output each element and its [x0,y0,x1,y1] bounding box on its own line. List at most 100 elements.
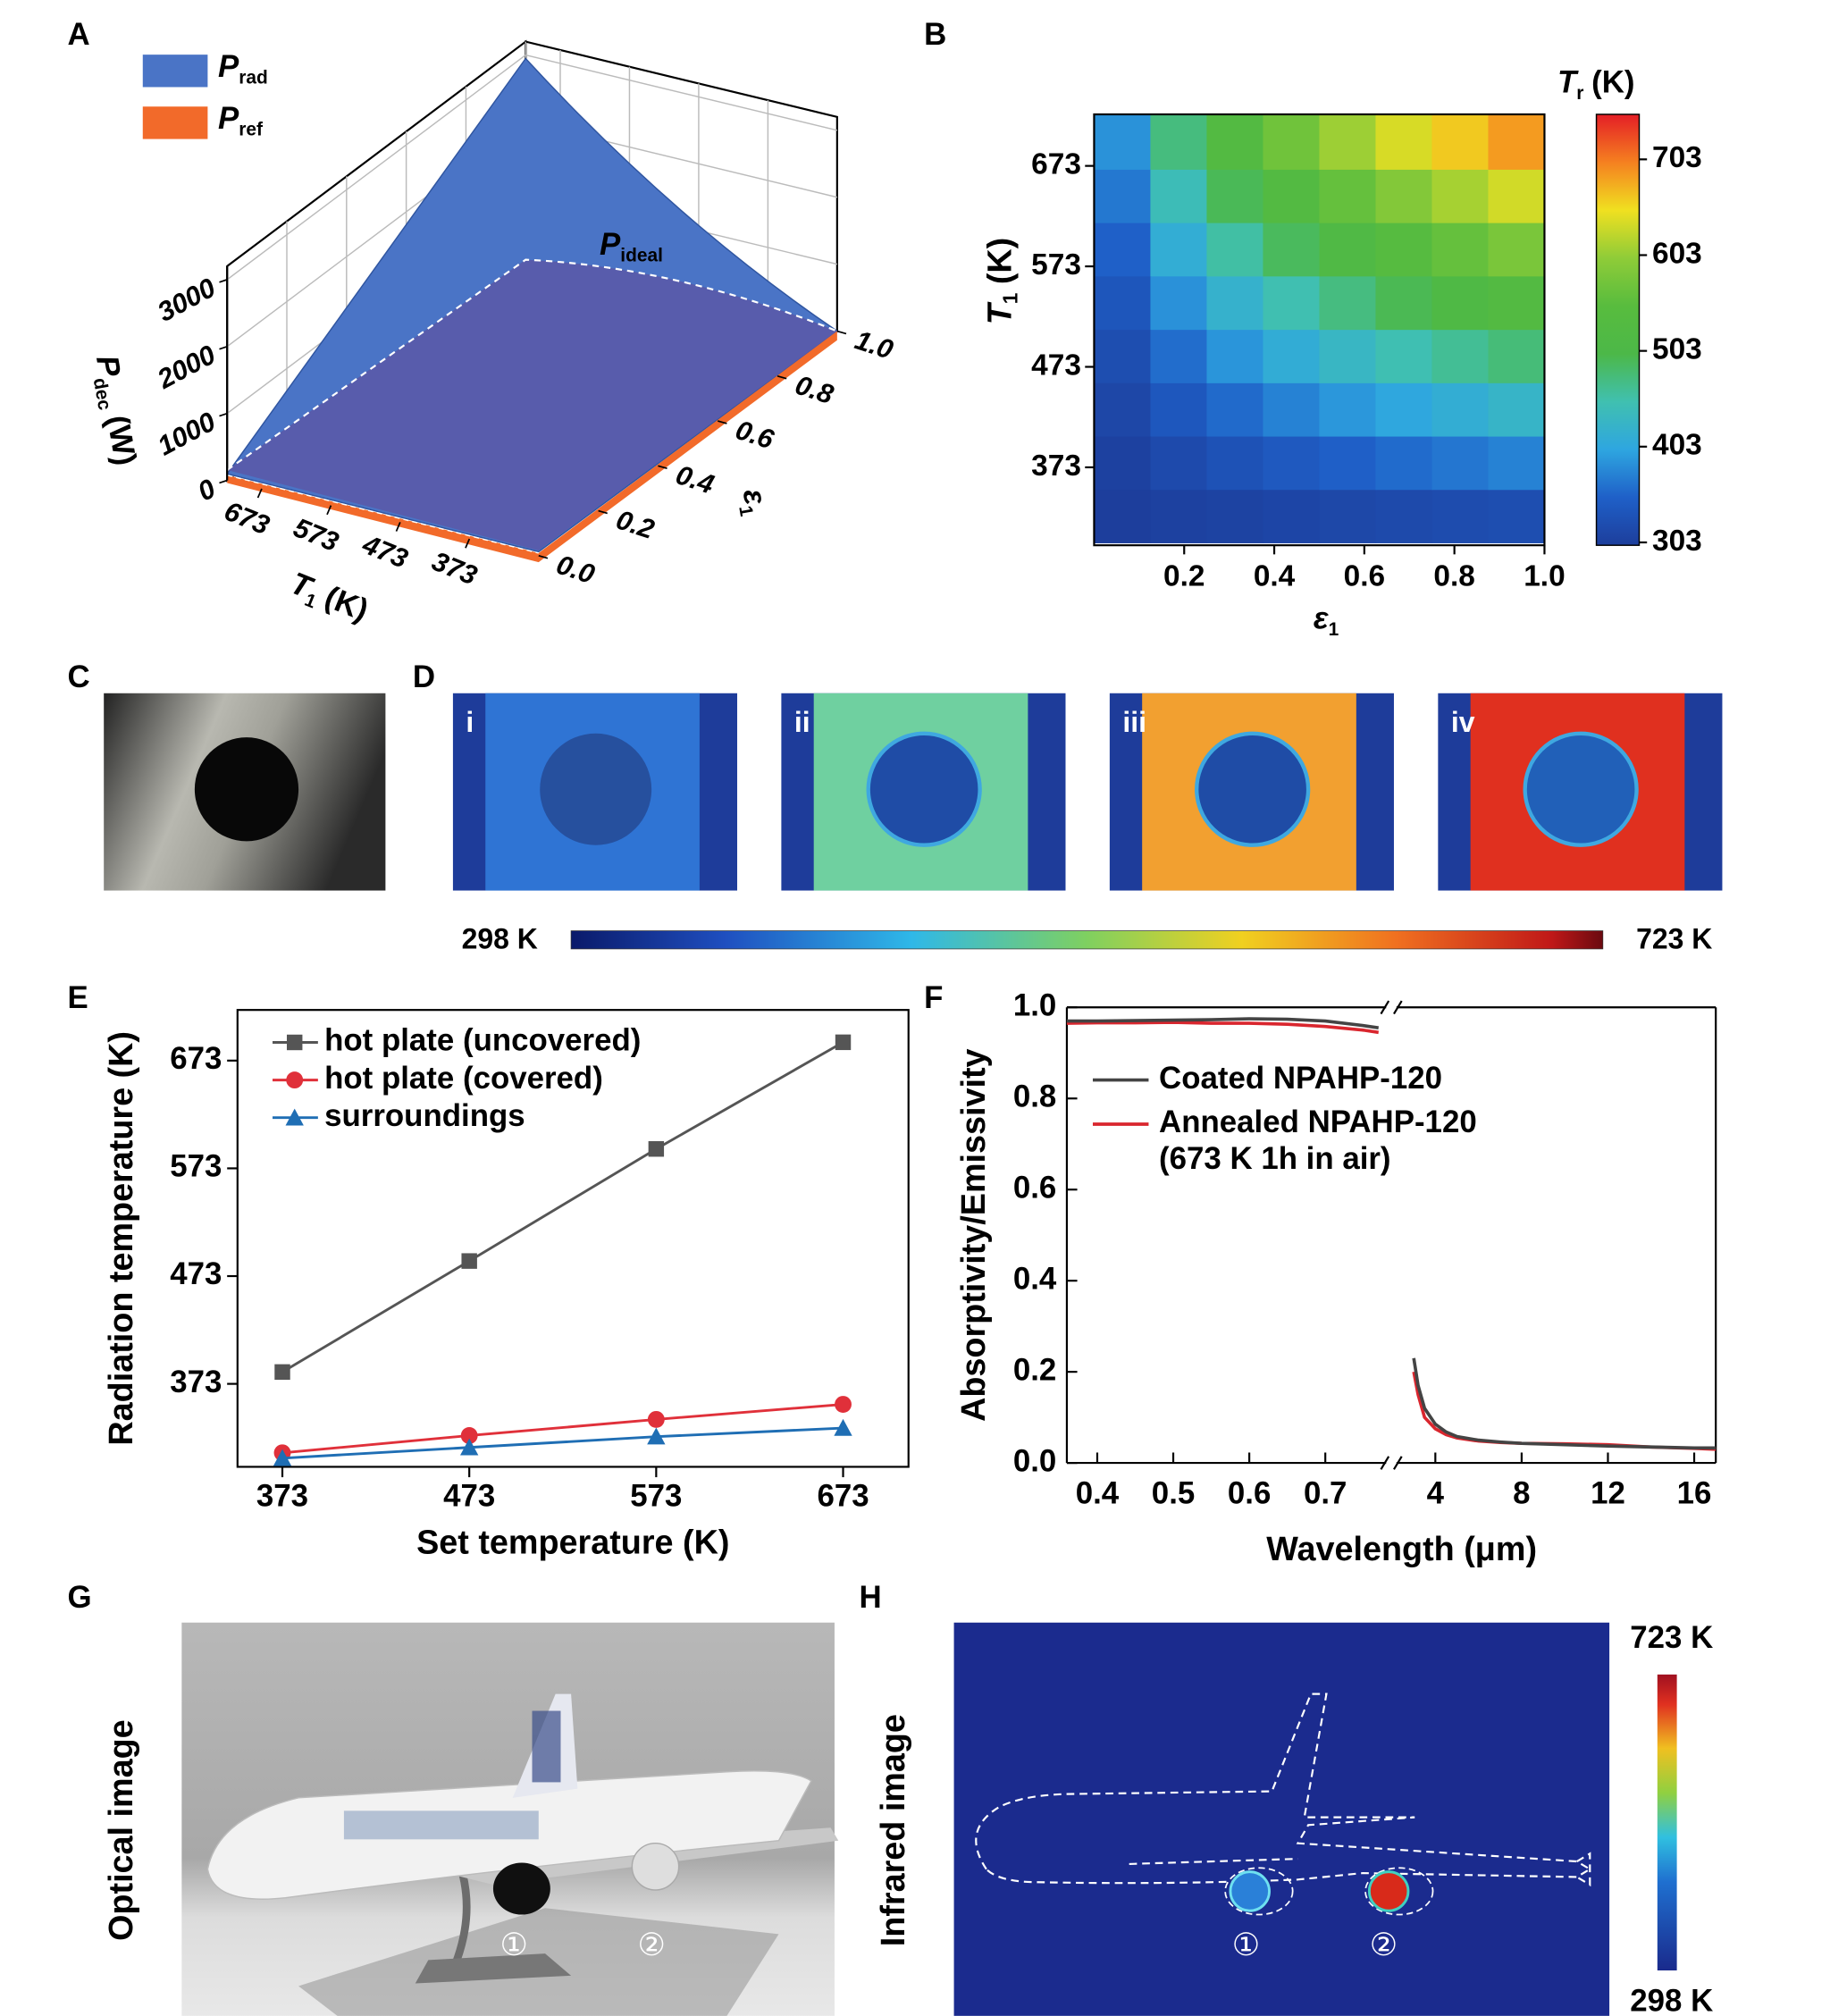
x-tick-label: 16 [1677,1476,1712,1511]
x-tick-label: 1.0 [1524,559,1565,592]
heatmap-cell [1263,382,1321,437]
heatmap-cell [1375,168,1433,223]
panel-label: A [68,17,90,52]
y-tick-label: 373 [170,1365,222,1399]
legend-label-main: P [218,101,239,136]
series-line [1066,1017,1380,1030]
sample-disk [1523,731,1639,847]
panel-labels: A B C D E F G H [68,17,947,1615]
x-axis-label: Set temperature (K) [416,1525,729,1562]
colorbar-tick-label: 503 [1652,332,1702,365]
y-tick-label: 0.4 [1013,1261,1057,1296]
x-tick-label: 473 [443,1479,495,1514]
engine-outline [1364,1867,1434,1916]
y-tick-label: 373 [1031,449,1081,483]
tick-mark [395,522,401,532]
tick-mark [219,479,228,484]
heatmap-cell [1319,114,1377,170]
heatmap-cell [1488,435,1545,491]
heatmap-cell [1431,328,1490,383]
legend-marker [285,1108,304,1126]
panel-e: 373 473 573 673 373 473 573 673 Set temperature … [103,1009,910,1562]
heatmap-cell [1206,435,1264,491]
x-tick-label: 4 [1427,1476,1445,1511]
heatmap-cell [1431,168,1490,223]
legend-label: Annealed NPAHP-120 [1159,1105,1477,1139]
x-tick-label: 373 [256,1479,308,1514]
legend-swatch [142,55,208,88]
heatmap-cell [1488,222,1545,277]
heatmap-cell [1150,328,1208,383]
heatmap-cell [1375,274,1433,331]
axis-label-unit: (K) [981,238,1019,284]
data-point [273,1449,292,1466]
axis-label: Pdec(W) [86,353,143,469]
tick-mark [538,554,549,559]
x-tick-label: 373 [428,546,482,592]
axis-label-unit: (K) [320,580,373,628]
heatmap-cell [1488,488,1545,543]
data-point [835,1396,852,1413]
axis-break [1380,1000,1390,1015]
axis-label-subscript: 1 [999,293,1022,305]
axis-break [1393,1456,1403,1470]
heatmap-cell [1150,222,1208,277]
heatmap-cell [1431,382,1490,437]
heatmap-cell [1488,274,1545,331]
legend-label: Prad [218,49,268,88]
panel-label: E [68,980,88,1015]
heatmap-cell [1319,274,1377,331]
axis-label: ε1 [733,486,775,518]
p-ref-line [227,475,539,554]
heatmap-cell [1094,274,1152,331]
legend-marker [286,1071,304,1089]
tail-logo [532,1710,561,1783]
panel-label: H [860,1580,882,1615]
heatmap-cell [1206,168,1264,223]
heatmap-cell [1375,222,1433,277]
heatmap-cell [1375,114,1433,170]
engine-marker: ① [1232,1928,1260,1962]
y-tick-label: 473 [1031,349,1081,382]
blurred-logo [343,1810,539,1840]
heatmap-cell [1150,114,1208,170]
image-label: ii [794,706,810,738]
axis-label: Tr (K) [1557,65,1635,104]
panel-d-thermal: i ii iii iv [452,693,1723,891]
series-line [281,1403,844,1455]
heatmap-cell [1094,488,1152,543]
data-point [460,1427,478,1444]
heatmap-cell [1206,222,1264,277]
legend-marker [286,1034,303,1051]
axis-label-subscript: r [1576,83,1583,104]
tick-mark [836,330,847,335]
engine-marker: ② [638,1928,666,1962]
sample-disk [1195,731,1311,847]
panel-label: G [68,1580,92,1615]
series-line [1412,1357,1717,1450]
y-tick-label: 673 [170,1041,222,1076]
heatmap-cell [1319,488,1377,543]
tick-mark [658,465,667,470]
p-ideal-surface [227,259,837,550]
y-tick-label: 1.0 [852,324,897,365]
heatmap-cell [1488,168,1545,223]
x-tick-label: 8 [1513,1476,1530,1511]
heatmap-cell [1431,435,1490,491]
z-tick-label: 0 [193,474,221,508]
colorbar-max-label: 723 K [1630,1620,1713,1655]
sample-disk [866,731,982,847]
heatmap-cell [1431,274,1490,331]
heatmap-cell [1206,274,1264,331]
legend-label-subscript: ref [239,119,263,139]
legend-label: hot plate (uncovered) [324,1023,641,1058]
colorbar [570,930,1604,950]
heatmap-cell [1150,168,1208,223]
heatmap-cell [1206,488,1264,543]
annotation-main: P [600,227,621,262]
heatmap-cell [1319,328,1377,383]
data-point [834,1418,852,1436]
colorbar-tick-label: 703 [1652,141,1702,174]
panel-b-axes: 0.2 0.4 0.6 0.8 1.0373473573673ε1T1(K)303403… [981,65,1701,640]
